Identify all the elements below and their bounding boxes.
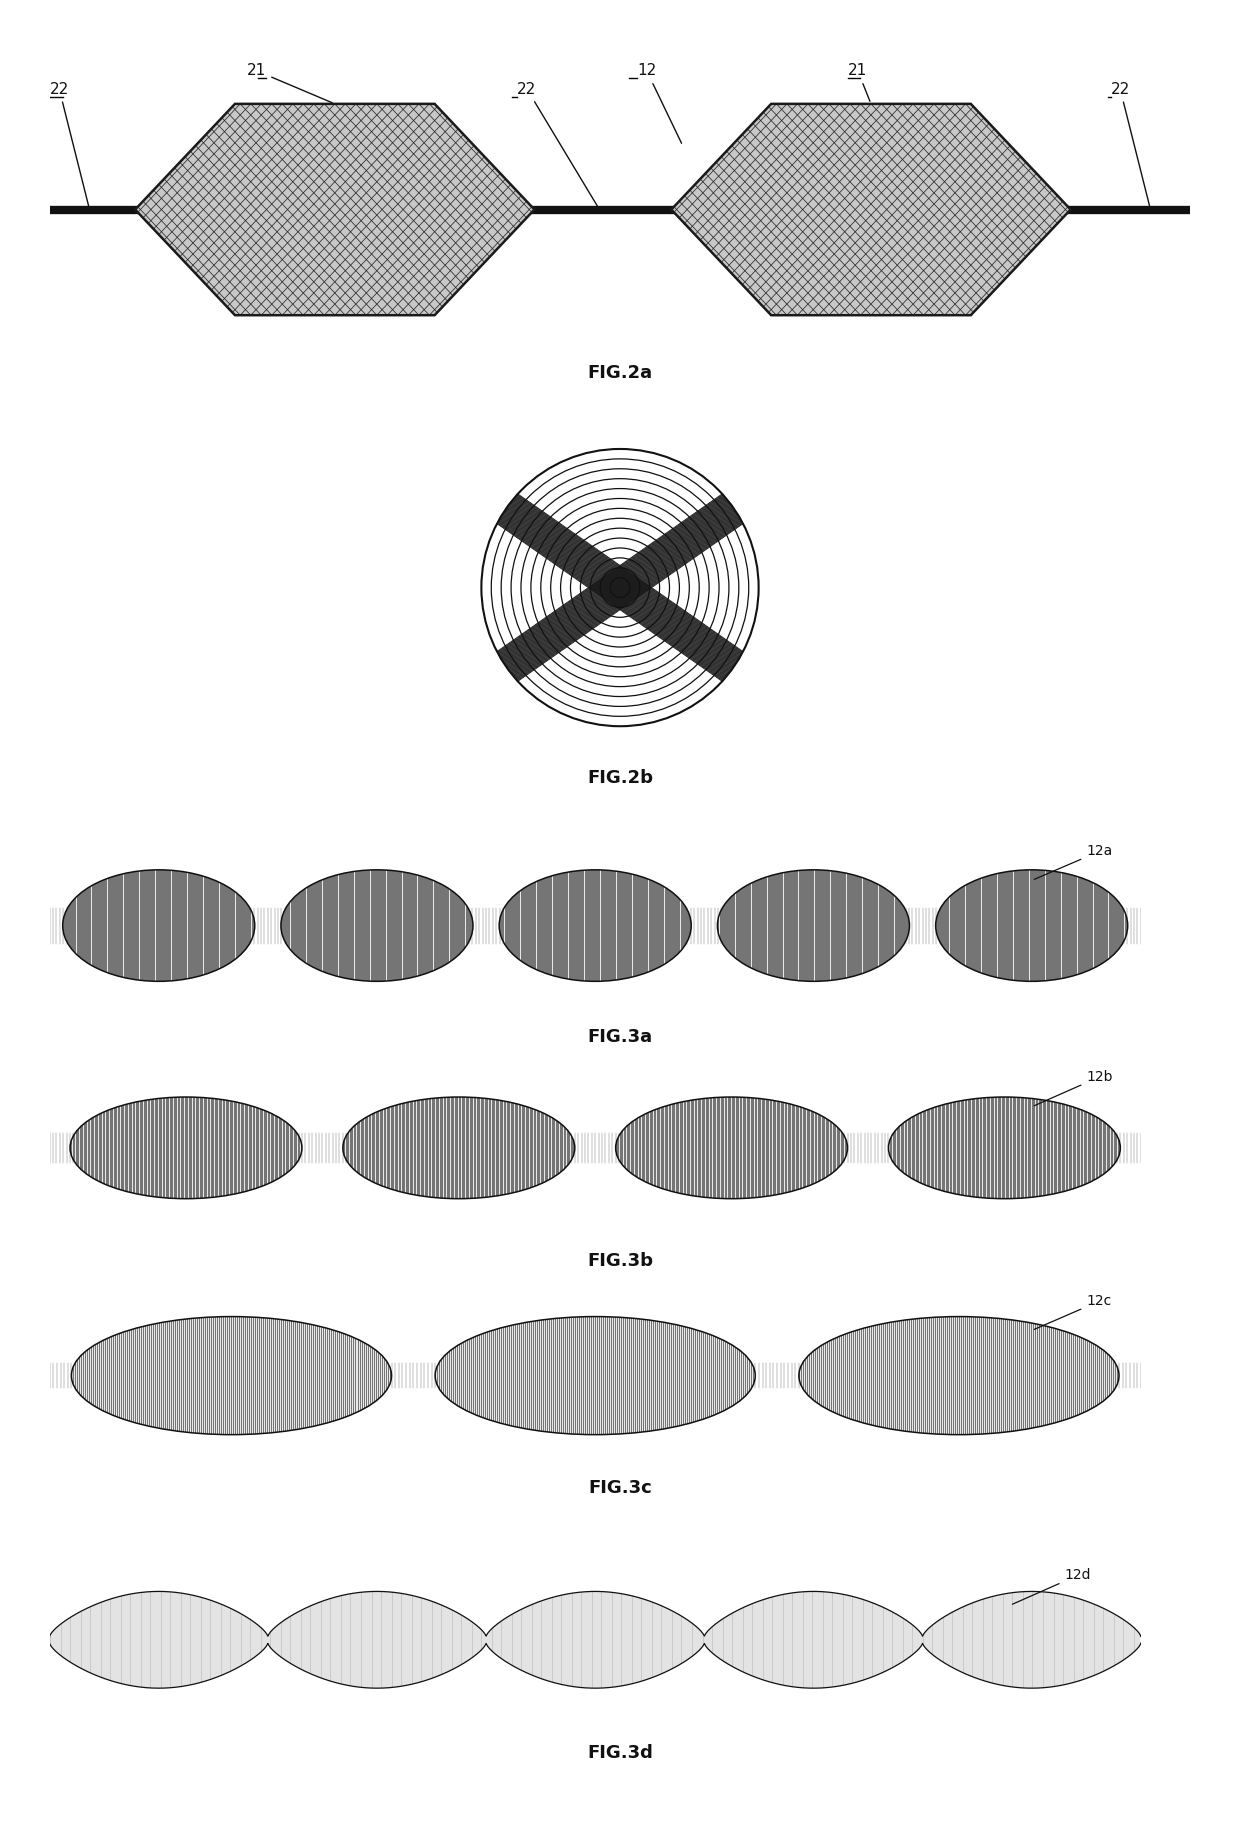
Text: 12c: 12c	[1034, 1294, 1111, 1330]
Text: FIG.3d: FIG.3d	[587, 1744, 653, 1762]
Ellipse shape	[616, 1097, 848, 1199]
Text: 12a: 12a	[1034, 844, 1112, 880]
Text: FIG.3b: FIG.3b	[587, 1252, 653, 1270]
Text: 12: 12	[637, 64, 682, 144]
Text: FIG.3a: FIG.3a	[588, 1028, 652, 1046]
Ellipse shape	[343, 1097, 575, 1199]
Text: FIG.3c: FIG.3c	[588, 1479, 652, 1498]
Text: 21: 21	[848, 64, 870, 102]
Ellipse shape	[63, 869, 254, 982]
Text: 22: 22	[1111, 82, 1149, 208]
Ellipse shape	[936, 869, 1127, 982]
Text: FIG.2b: FIG.2b	[587, 769, 653, 787]
Text: FIG.2a: FIG.2a	[588, 364, 652, 383]
Text: 22: 22	[50, 82, 89, 208]
Text: 21: 21	[247, 64, 332, 102]
Text: 22: 22	[517, 82, 598, 208]
Ellipse shape	[69, 1097, 303, 1199]
Polygon shape	[671, 104, 1070, 315]
Text: 12d: 12d	[1012, 1569, 1091, 1603]
Polygon shape	[135, 104, 534, 315]
Ellipse shape	[718, 869, 909, 982]
Ellipse shape	[435, 1317, 755, 1434]
Ellipse shape	[281, 869, 472, 982]
Ellipse shape	[888, 1097, 1121, 1199]
Circle shape	[481, 448, 759, 727]
Ellipse shape	[72, 1317, 392, 1434]
Ellipse shape	[799, 1317, 1118, 1434]
Text: 12b: 12b	[1034, 1070, 1112, 1106]
Ellipse shape	[500, 869, 691, 982]
